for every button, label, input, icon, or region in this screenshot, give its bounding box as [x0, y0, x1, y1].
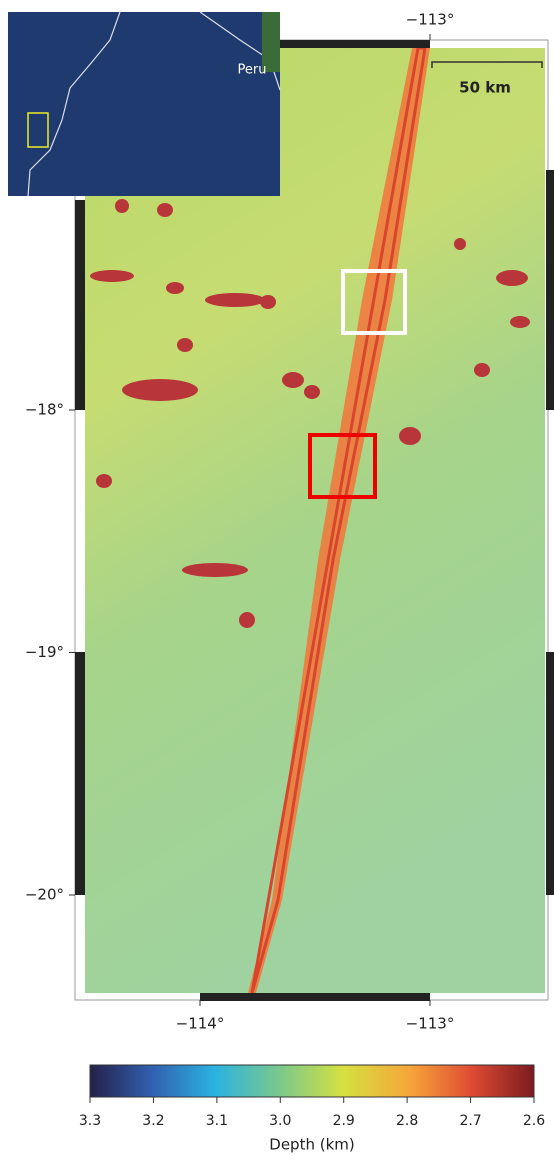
lon-tick-label: −113°	[406, 1015, 455, 1033]
colorbar-label: Depth (km)	[269, 1136, 354, 1154]
colorbar-tick-label: 3.3	[79, 1113, 101, 1129]
colorbar-tick-label: 3.0	[269, 1113, 291, 1129]
lon-tick-label: −114°	[176, 1015, 225, 1033]
inset-label: Peru	[238, 63, 267, 78]
colorbar-tick-label: 2.9	[333, 1113, 355, 1129]
scale-label: 50 km	[459, 79, 511, 97]
colorbar-tick-label: 2.6	[523, 1113, 545, 1129]
colorbar-tick-label: 2.8	[396, 1113, 418, 1129]
lon-tick-label: −113°	[406, 11, 455, 29]
colorbar-tick-label: 2.7	[459, 1113, 481, 1129]
lat-tick-label: −18°	[25, 401, 64, 419]
figure: 50 km Peru Depth (km) −113° −114° −113° −18…	[0, 0, 554, 1159]
colorbar-tick-label: 3.1	[206, 1113, 228, 1129]
lat-tick-label: −19°	[25, 643, 64, 661]
colorbar-tick-label: 3.2	[142, 1113, 164, 1129]
colorbar	[90, 1065, 534, 1097]
lat-tick-label: −20°	[25, 886, 64, 904]
